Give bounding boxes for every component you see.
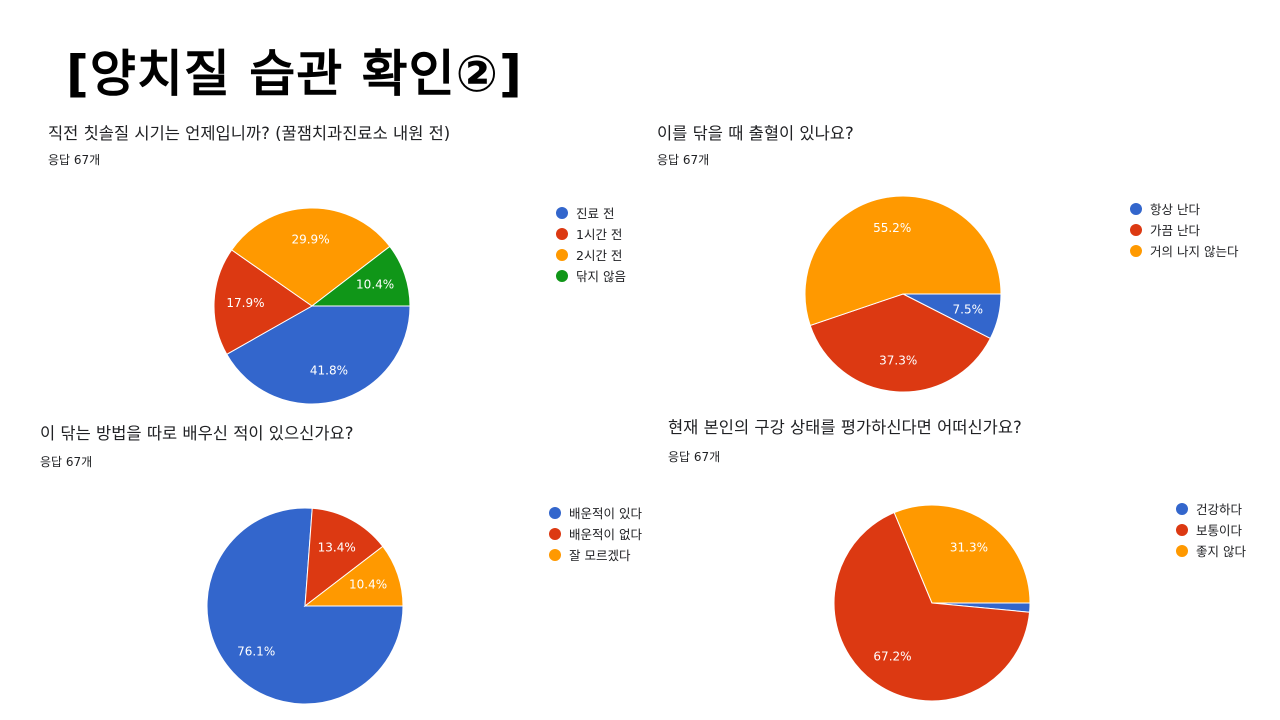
pie-slice-4-2: [833, 511, 1031, 702]
legend-label: 배운적이 있다: [569, 506, 642, 521]
legend-swatch: [556, 227, 568, 240]
chart-1-response-count: 응답 67개: [48, 153, 101, 167]
chart-3-pie: 76.1% 13.4% 10.4%: [206, 507, 404, 705]
legend-item-2-3: 거의 나지 않는다: [1130, 240, 1238, 261]
legend-label: 좋지 않다: [1196, 544, 1246, 559]
pie-label-4-3: 31.3%: [950, 541, 988, 555]
pie-label-2-3: 55.2%: [873, 221, 911, 235]
legend-swatch: [549, 527, 561, 540]
legend-swatch: [556, 248, 568, 261]
legend-swatch: [1176, 523, 1188, 536]
legend-swatch: [549, 548, 561, 561]
chart-4-response-count: 응답 67개: [668, 450, 721, 464]
pie-slice-3-1: [206, 507, 404, 705]
pie-label-2-1: 7.5%: [953, 303, 984, 317]
chart-2-title: 이를 닦을 때 출혈이 있나요?: [657, 124, 854, 143]
legend-label: 항상 난다: [1150, 202, 1200, 217]
chart-1-title: 직전 칫솔질 시기는 언제입니까? (꿀잼치과진료소 내원 전): [48, 124, 451, 143]
pie-slice-2-2: [809, 293, 991, 393]
legend-item-2-1: 항상 난다: [1130, 198, 1238, 219]
pie-slice-2-3: [804, 195, 1002, 327]
legend-swatch: [1130, 223, 1142, 236]
pie-slice-1-2: [213, 249, 313, 355]
legend-item-1-4: 닦지 않음: [556, 265, 626, 286]
legend-item-1-1: 진료 전: [556, 202, 626, 223]
legend-item-1-3: 2시간 전: [556, 244, 626, 265]
chart-2-response-count: 응답 67개: [657, 153, 710, 167]
legend-item-3-3: 잘 모르겠다: [549, 544, 642, 565]
legend-swatch: [549, 506, 561, 519]
pie-label-3-2: 13.4%: [318, 540, 356, 554]
legend-label: 닦지 않음: [576, 269, 626, 284]
legend-label: 2시간 전: [576, 248, 623, 263]
chart-1-pie: 41.8% 17.9% 29.9% 10.4%: [213, 207, 411, 405]
pie-slice-1-3: [230, 207, 391, 307]
legend-item-4-3: 좋지 않다: [1176, 540, 1246, 561]
legend-label: 진료 전: [576, 206, 615, 221]
legend-item-3-2: 배운적이 없다: [549, 523, 642, 544]
pie-label-3-1: 76.1%: [237, 644, 275, 658]
legend-label: 가끔 난다: [1150, 223, 1200, 238]
chart-4-pie: 67.2% 31.3%: [833, 504, 1031, 702]
chart-3-response-count: 응답 67개: [40, 455, 93, 469]
pie-slice-1-4: [310, 245, 411, 307]
pie-slice-3-3: [303, 545, 404, 607]
pie-label-1-2: 17.9%: [226, 296, 264, 310]
legend-label: 1시간 전: [576, 227, 623, 242]
legend-label: 보통이다: [1196, 523, 1243, 538]
legend-item-1-2: 1시간 전: [556, 223, 626, 244]
legend-swatch: [1130, 244, 1142, 257]
legend-item-2-2: 가끔 난다: [1130, 219, 1238, 240]
legend-swatch: [1176, 502, 1188, 515]
legend-item-4-2: 보통이다: [1176, 519, 1246, 540]
page-title: [양치질 습관 확인②]: [66, 45, 523, 103]
pie-slice-3-2: [304, 507, 384, 608]
chart-2-pie: 7.5% 37.3% 55.2%: [804, 195, 1002, 393]
legend-swatch: [556, 206, 568, 219]
pie-label-1-4: 10.4%: [356, 278, 394, 292]
legend-swatch: [1130, 202, 1142, 215]
pie-label-1-1: 41.8%: [310, 363, 348, 377]
pie-slice-1-1: [226, 305, 411, 405]
pie-label-1-3: 29.9%: [291, 232, 329, 246]
legend-label: 건강하다: [1196, 502, 1243, 517]
legend-swatch: [556, 269, 568, 282]
chart-4-title: 현재 본인의 구강 상태를 평가하신다면 어떠신가요?: [668, 418, 1022, 437]
legend-item-3-1: 배운적이 있다: [549, 502, 642, 523]
legend-item-4-1: 건강하다: [1176, 498, 1246, 519]
legend-label: 잘 모르겠다: [569, 548, 631, 563]
pie-label-3-3: 10.4%: [349, 578, 387, 592]
pie-label-4-2: 67.2%: [873, 650, 911, 664]
chart-3-title: 이 닦는 방법을 따로 배우신 적이 있으신가요?: [40, 424, 354, 443]
pie-label-2-2: 37.3%: [879, 353, 917, 367]
legend-label: 거의 나지 않는다: [1150, 244, 1239, 259]
legend-swatch: [1176, 544, 1188, 557]
pie-slice-4-3: [893, 504, 1031, 604]
legend-label: 배운적이 없다: [569, 527, 642, 542]
